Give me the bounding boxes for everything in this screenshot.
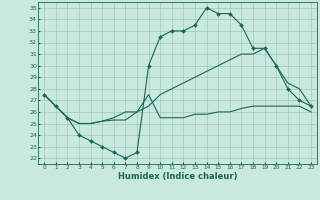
X-axis label: Humidex (Indice chaleur): Humidex (Indice chaleur) — [118, 172, 237, 181]
